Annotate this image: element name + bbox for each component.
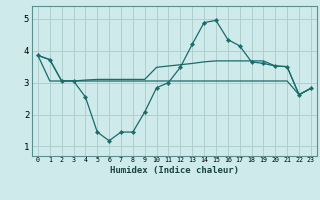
X-axis label: Humidex (Indice chaleur): Humidex (Indice chaleur) bbox=[110, 166, 239, 175]
